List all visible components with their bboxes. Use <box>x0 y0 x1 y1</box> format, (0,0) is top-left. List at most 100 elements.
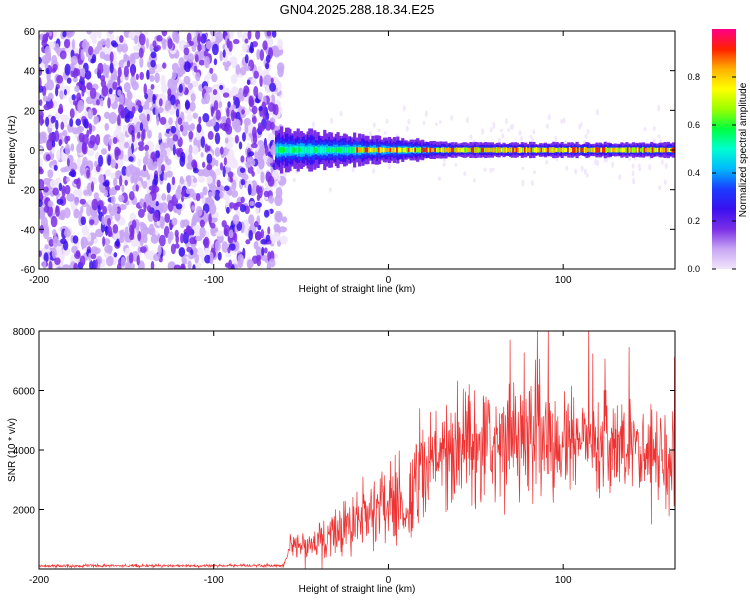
heatmap-cell <box>529 135 533 139</box>
heatmap-cell <box>71 61 75 72</box>
heatmap-cell <box>152 40 157 48</box>
heatmap-cell <box>44 45 51 57</box>
heatmap-cell <box>209 118 216 127</box>
heatmap-cell <box>376 147 380 153</box>
heatmap-cell <box>145 193 153 205</box>
heatmap-cell <box>150 260 155 269</box>
heatmap-cell <box>55 205 59 213</box>
heatmap-cell <box>133 45 141 52</box>
heatmap-cell <box>472 147 476 153</box>
heatmap-cell <box>224 262 231 268</box>
heatmap-cell <box>82 40 89 51</box>
heatmap-cell <box>51 140 56 148</box>
heatmap-cell <box>199 219 205 228</box>
heatmap-cell <box>128 262 136 269</box>
heatmap-cell <box>246 143 252 150</box>
heatmap-cell <box>42 135 47 144</box>
heatmap-cell <box>260 239 268 245</box>
heatmap-cell <box>372 168 376 174</box>
heatmap-cell <box>87 108 94 120</box>
heatmap-cell <box>545 147 549 153</box>
heatmap-cell <box>60 121 65 131</box>
heatmap-cell <box>481 128 485 135</box>
heatmap-cell <box>643 127 647 132</box>
heatmap-cell <box>660 147 664 153</box>
heatmap-cell <box>173 264 181 269</box>
heatmap-cell <box>60 114 70 122</box>
heatmap-cell <box>324 147 329 153</box>
heatmap-cell <box>107 79 114 88</box>
heatmap-cell <box>367 147 372 153</box>
heatmap-cell <box>663 179 667 185</box>
heatmap-cell <box>296 148 300 152</box>
heatmap-cell <box>191 246 197 259</box>
heatmap-cell <box>394 147 398 153</box>
heatmap-cell <box>162 62 167 69</box>
heatmap-cell <box>142 128 146 140</box>
heatmap-cell <box>39 168 44 175</box>
heatmap-cell <box>436 148 440 152</box>
heatmap-cell <box>121 184 125 193</box>
heatmap-cell <box>215 168 222 176</box>
heatmap-cell <box>202 186 208 196</box>
heatmap-cell <box>587 147 591 153</box>
heatmap-cell <box>207 130 214 140</box>
heatmap-cell <box>59 90 64 100</box>
heatmap-cell <box>49 179 57 189</box>
heatmap-cell <box>229 56 238 65</box>
heatmap-cell <box>116 238 120 248</box>
heatmap-cell <box>558 147 563 153</box>
heatmap-cell <box>83 118 89 129</box>
heatmap-cell <box>87 149 95 157</box>
heatmap-cell <box>55 119 59 130</box>
heatmap-cell <box>424 148 428 152</box>
heatmap-cell <box>64 143 71 156</box>
heatmap-cell <box>202 112 210 123</box>
heatmap-cell <box>504 147 508 153</box>
heatmap-cell <box>117 89 122 96</box>
heatmap-cell <box>560 119 564 124</box>
heatmap-cell <box>510 147 514 153</box>
heatmap-cell <box>401 147 405 153</box>
heatmap-cell <box>354 147 358 153</box>
heatmap-cell <box>119 35 124 43</box>
heatmap-cell <box>43 260 47 269</box>
heatmap-cell <box>159 234 166 247</box>
heatmap-cell <box>117 114 121 127</box>
heatmap-cell <box>442 147 446 153</box>
heatmap-cell <box>379 147 383 153</box>
heatmap-cell <box>224 64 229 72</box>
heatmap-cell <box>248 98 255 108</box>
heatmap-cell <box>221 241 229 253</box>
heatmap-cell <box>221 116 227 122</box>
heatmap-cell <box>186 113 193 123</box>
y-tick-label: 4000 <box>13 446 36 457</box>
heatmap-cell <box>277 38 283 51</box>
heatmap-cell <box>72 235 79 244</box>
heatmap-cell <box>174 229 179 238</box>
heatmap-cell <box>385 118 389 124</box>
heatmap-cell <box>49 100 54 109</box>
heatmap-cell <box>88 190 92 197</box>
heatmap-cell <box>246 79 251 86</box>
heatmap-cell <box>116 263 122 269</box>
heatmap-cell <box>123 53 128 60</box>
heatmap-cell <box>200 136 206 149</box>
heatmap-cell <box>175 188 182 200</box>
heatmap-cell <box>246 158 252 168</box>
heatmap-cell <box>73 196 80 206</box>
heatmap-cell <box>263 77 268 85</box>
heatmap-cell <box>648 147 652 153</box>
heatmap-cell <box>584 134 588 139</box>
heatmap-cell <box>444 147 448 153</box>
heatmap-cell <box>50 215 58 228</box>
heatmap-cell <box>93 116 98 125</box>
heatmap-cell <box>271 235 277 245</box>
heatmap-cell <box>279 235 288 245</box>
heatmap-cell <box>265 85 270 94</box>
heatmap-cell <box>146 174 151 180</box>
heatmap-cell <box>89 87 97 100</box>
heatmap-cell <box>304 147 309 153</box>
heatmap-cell <box>99 51 106 60</box>
heatmap-cell <box>192 264 196 269</box>
